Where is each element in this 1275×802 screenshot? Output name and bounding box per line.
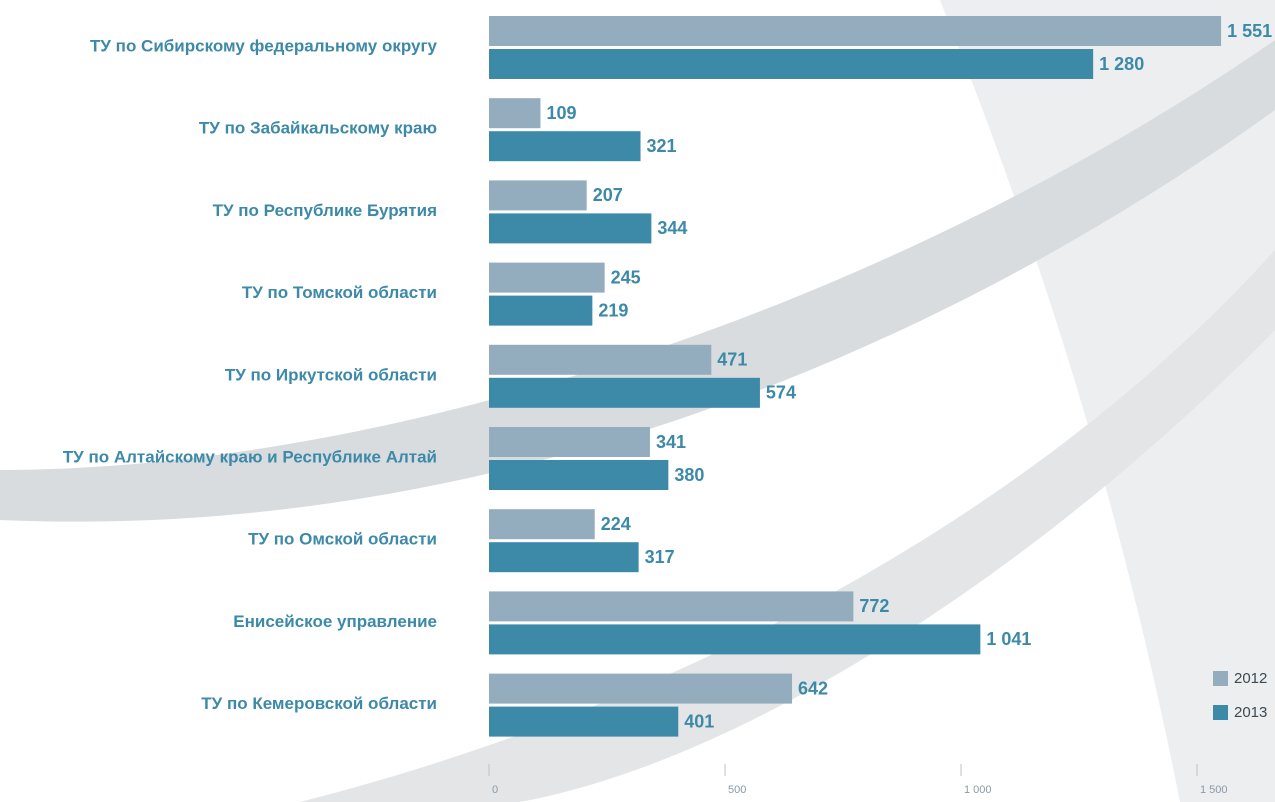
x-tick-label: 1 500: [1200, 784, 1228, 796]
bar: [489, 460, 669, 490]
value-label: 109: [546, 103, 576, 123]
category-label: Енисейское управление: [233, 612, 437, 631]
value-label: 344: [657, 218, 687, 238]
category-label: ТУ по Республике Бурятия: [213, 201, 437, 220]
swoosh: [0, 40, 1275, 522]
value-label: 207: [593, 185, 623, 205]
x-tick-label: 500: [728, 784, 746, 796]
value-label: 471: [717, 350, 747, 370]
bar: [489, 624, 981, 655]
bar: [489, 295, 593, 326]
bar: [489, 542, 639, 573]
category-label: ТУ по Кемеровской области: [201, 694, 437, 713]
value-label: 642: [798, 678, 828, 698]
value-label: 574: [766, 383, 796, 403]
bar: [489, 262, 605, 293]
legend-swatch: [1213, 705, 1228, 720]
value-label: 1 551: [1227, 21, 1272, 41]
bar: [489, 16, 1222, 46]
bar: [489, 706, 679, 737]
bar: [489, 49, 1094, 79]
value-label: 245: [611, 267, 641, 287]
value-label: 341: [656, 432, 686, 452]
legend-label: 2012: [1234, 670, 1267, 687]
category-label: ТУ по Томской области: [242, 283, 437, 302]
x-tick-label: 1 000: [964, 784, 992, 796]
legend-swatch: [1213, 671, 1228, 686]
bar: [489, 427, 650, 457]
legend-label: 2013: [1234, 704, 1267, 721]
bar: [489, 344, 712, 375]
bar: [489, 131, 641, 162]
x-tick-label: 0: [492, 784, 498, 796]
bar: [489, 213, 652, 244]
value-label: 317: [645, 547, 675, 567]
value-label: 321: [647, 136, 677, 156]
category-label: ТУ по Сибирскому федеральному округу: [90, 36, 438, 55]
value-label: 219: [598, 300, 628, 320]
bar: [489, 509, 595, 540]
bar: [489, 591, 854, 622]
value-label: 1 280: [1099, 54, 1144, 74]
value-label: 772: [859, 596, 889, 616]
value-label: 224: [601, 514, 631, 534]
bar: [489, 98, 541, 129]
category-label: ТУ по Иркутской области: [225, 365, 437, 384]
value-label: 401: [684, 711, 714, 731]
category-label: ТУ по Омской области: [248, 530, 437, 549]
value-label: 1 041: [986, 629, 1031, 649]
category-label: ТУ по Алтайскому краю и Республике Алтай: [63, 447, 437, 466]
bar: [489, 377, 760, 408]
bar: [489, 673, 793, 704]
category-label: ТУ по Забайкальскому краю: [199, 119, 437, 138]
value-label: 380: [674, 465, 704, 485]
bar: [489, 180, 587, 211]
